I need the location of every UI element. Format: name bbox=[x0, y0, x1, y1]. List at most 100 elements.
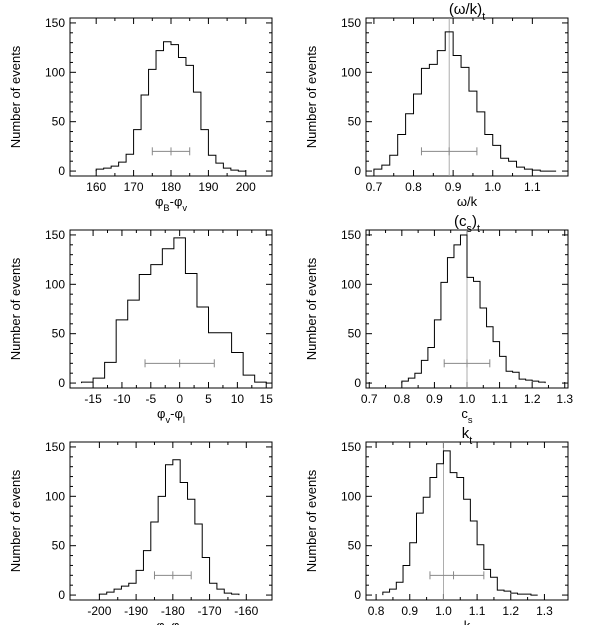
x-tick-label: 1.0 bbox=[435, 604, 452, 618]
x-tick-label: 0.7 bbox=[361, 392, 378, 406]
chart-panel-4: 0 50 100 150 0.7 0.8 0.9 1.0 1.1 1.2 1.3 Number of … bbox=[304, 213, 573, 425]
histogram-bin bbox=[185, 273, 197, 383]
histogram-outline bbox=[382, 450, 538, 596]
plot-frame bbox=[69, 229, 273, 389]
x-tick-label: 160 bbox=[86, 180, 106, 194]
y-tick-label: 50 bbox=[52, 327, 66, 341]
y-tick-label: 100 bbox=[341, 489, 361, 503]
y-axis-label: Number of events bbox=[304, 469, 319, 572]
histogram-bin bbox=[126, 154, 133, 171]
histogram-bin bbox=[415, 373, 422, 383]
x-tick-label: -200 bbox=[87, 604, 111, 618]
x-tick-label: 0.8 bbox=[368, 604, 385, 618]
histogram-bin bbox=[430, 478, 437, 596]
x-axis-label: φl-φB bbox=[156, 618, 186, 625]
x-axis-label: φB-φv bbox=[155, 194, 187, 213]
histogram-bin bbox=[513, 372, 520, 383]
plot-frame bbox=[365, 441, 569, 601]
y-tick-label: 0 bbox=[354, 164, 361, 178]
histogram-bin bbox=[461, 67, 469, 171]
histogram-bin bbox=[96, 169, 103, 171]
y-tick-label: 100 bbox=[45, 489, 65, 503]
histogram-bin bbox=[480, 308, 487, 383]
histogram-bin bbox=[243, 375, 255, 383]
histogram-bin bbox=[470, 521, 477, 595]
x-tick-label: 1.3 bbox=[556, 392, 573, 406]
histogram-bin bbox=[403, 565, 410, 595]
histogram-bin bbox=[390, 155, 398, 171]
y-axis-label: Number of events bbox=[304, 257, 319, 360]
histogram-bin bbox=[217, 589, 224, 595]
histogram-bin bbox=[390, 589, 397, 595]
histogram-bin bbox=[421, 360, 428, 383]
x-tick-label: 180 bbox=[161, 180, 181, 194]
histogram-bin bbox=[156, 51, 163, 171]
histogram-bin bbox=[180, 482, 187, 595]
histogram-bin bbox=[417, 513, 424, 595]
histogram-outline bbox=[401, 234, 546, 384]
histogram-bin bbox=[524, 169, 532, 171]
histogram-bin bbox=[129, 583, 136, 595]
chart-title: (cs)t bbox=[454, 213, 480, 235]
x-tick-label: 10 bbox=[231, 392, 245, 406]
histogram-bin bbox=[231, 170, 238, 171]
x-axis-label: k bbox=[464, 618, 471, 625]
histogram-bin bbox=[501, 158, 509, 171]
x-tick-label: -170 bbox=[198, 604, 222, 618]
histogram-bin bbox=[406, 114, 414, 171]
histogram-bin bbox=[105, 362, 117, 383]
histogram-outline bbox=[95, 41, 246, 172]
histogram-bin bbox=[136, 570, 143, 595]
x-tick-label: 1.1 bbox=[469, 604, 486, 618]
histogram-bin bbox=[454, 245, 461, 383]
histogram-bin bbox=[396, 582, 403, 595]
histogram-bin bbox=[511, 593, 518, 595]
y-tick-label: 50 bbox=[348, 327, 362, 341]
y-axis-label: Number of events bbox=[304, 45, 319, 148]
plot-frame bbox=[365, 17, 569, 177]
x-tick-label: 0.7 bbox=[366, 180, 383, 194]
histogram-bin bbox=[216, 163, 223, 171]
histogram-bin bbox=[193, 92, 200, 171]
histogram-bin bbox=[128, 300, 140, 383]
y-tick-label: 50 bbox=[52, 115, 66, 129]
x-tick-label: 200 bbox=[236, 180, 256, 194]
histogram-bin bbox=[421, 68, 429, 171]
histogram-bin bbox=[232, 594, 239, 595]
histogram-bin bbox=[201, 130, 208, 171]
histogram-bin bbox=[173, 460, 180, 595]
x-tick-label: 1.2 bbox=[502, 604, 519, 618]
histogram-bin bbox=[202, 558, 209, 596]
histogram-bin bbox=[116, 320, 128, 383]
histogram-bin bbox=[121, 586, 128, 595]
histogram-bin bbox=[532, 170, 540, 171]
x-tick-label: 1.0 bbox=[459, 392, 476, 406]
x-tick-label: 5 bbox=[205, 392, 212, 406]
histogram-bin bbox=[382, 165, 390, 171]
x-tick-label: 1.1 bbox=[524, 180, 541, 194]
x-tick-label: 170 bbox=[124, 180, 144, 194]
chart-panel-1: 0 50 100 150 160 170 180 190 200 Number of events… bbox=[8, 16, 273, 213]
histogram-bin bbox=[134, 130, 141, 171]
y-tick-label: 150 bbox=[341, 440, 361, 454]
histogram-bin bbox=[158, 496, 165, 595]
x-tick-label: 0.9 bbox=[401, 604, 418, 618]
histogram-bin bbox=[93, 378, 105, 383]
histogram-bin bbox=[402, 381, 409, 383]
histogram-bin bbox=[178, 58, 185, 172]
y-tick-label: 50 bbox=[52, 539, 66, 553]
histogram-bin bbox=[232, 352, 244, 383]
histogram-bin bbox=[493, 342, 500, 383]
x-tick-label: -160 bbox=[234, 604, 258, 618]
histogram-bin bbox=[477, 545, 484, 595]
histogram-bin bbox=[485, 135, 493, 172]
histogram-outline bbox=[98, 459, 240, 596]
histogram-bin bbox=[539, 382, 546, 383]
histogram-bin bbox=[398, 135, 406, 172]
y-tick-label: 150 bbox=[341, 16, 361, 30]
histogram-bin bbox=[209, 333, 221, 383]
y-tick-label: 50 bbox=[348, 539, 362, 553]
histogram-bin bbox=[457, 478, 464, 596]
histogram-bin bbox=[447, 258, 454, 383]
